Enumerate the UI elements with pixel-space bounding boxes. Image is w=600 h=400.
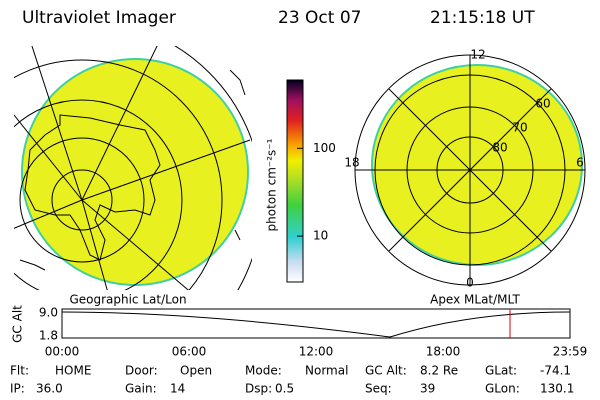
status-label: Flt: (10, 364, 29, 378)
status-value: Open (180, 364, 212, 378)
mlt-label: 0 (466, 276, 474, 290)
timeline-ytick: 9.0 (39, 306, 58, 320)
time: 21:15:18 UT (430, 8, 535, 28)
timeline (61, 308, 571, 339)
timeline-xtick: 00:00 (45, 345, 80, 359)
timeline-xtick: 18:00 (426, 345, 461, 359)
status-value: 8.2 Re (420, 364, 458, 378)
status-label: GC Alt: (365, 364, 407, 378)
status-value: HOME (55, 364, 91, 378)
status-value: 39 (420, 382, 435, 396)
date: 23 Oct 07 (278, 8, 361, 28)
mlt-label: 18 (344, 156, 359, 170)
polar-plot (354, 54, 586, 286)
status-label: Seq: (365, 382, 392, 396)
status-value: 0.5 (275, 382, 294, 396)
status-label: GLat: (485, 364, 517, 378)
timeline-ytick: 1.8 (39, 329, 58, 343)
colorbar-label: photon cm⁻²s⁻¹ (265, 138, 279, 231)
colorbar-tick-label: 10 (313, 229, 328, 243)
status-label: GLon: (485, 382, 520, 396)
status-label: IP: (10, 382, 25, 396)
status-value: 36.0 (36, 382, 63, 396)
status-value: -74.1 (540, 364, 571, 378)
status-value: 14 (170, 382, 185, 396)
timeline-xtick: 23:59 (553, 345, 588, 359)
status-label: Gain: (125, 382, 157, 396)
polar-label: Apex MLat/MLT (430, 293, 520, 307)
geo-label: Geographic Lat/Lon (69, 293, 186, 307)
status-value: 130.1 (540, 382, 574, 396)
status-value: Normal (305, 364, 348, 378)
status-label: Dsp: (245, 382, 272, 396)
colorbar (286, 79, 304, 283)
title: Ultraviolet Imager (22, 8, 176, 28)
timeline-ylabel: GC Alt (11, 305, 25, 343)
geo-image (14, 46, 252, 290)
timeline-xtick: 06:00 (172, 345, 207, 359)
mlt-label: 12 (470, 48, 485, 62)
lat-label: 70 (512, 121, 527, 135)
lat-label: 60 (535, 97, 550, 111)
timeline-xtick: 12:00 (299, 345, 334, 359)
status-label: Mode: (245, 364, 282, 378)
status-label: Door: (125, 364, 158, 378)
colorbar-tick-label: 100 (313, 141, 336, 155)
mlt-label: 6 (576, 156, 584, 170)
lat-label: 80 (492, 141, 507, 155)
